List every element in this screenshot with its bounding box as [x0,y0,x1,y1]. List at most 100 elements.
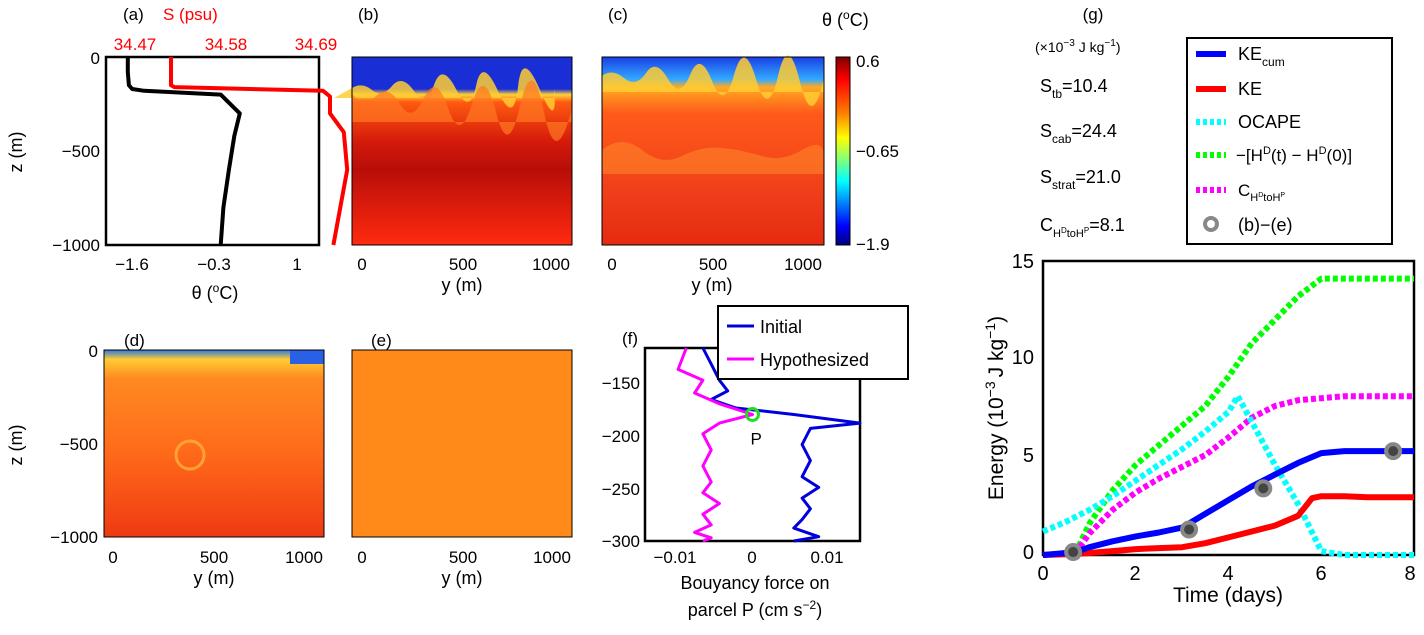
panel-d-ylabel: z (m) [6,425,26,466]
panel-b-frame [351,56,573,246]
colorbar-tick-label: 0.6 [856,52,880,71]
snapshot-marker [1064,543,1083,562]
panel-d-temperature-field [104,350,324,537]
panel-g-ytick-labels: 0 5 10 15 [1012,251,1034,564]
c-line [1042,393,1414,558]
panel-f-legend: Initial Hypothesized [717,305,909,380]
snapshot-marker [1384,442,1403,461]
parcel-p-marker [745,406,760,422]
stat-s-strat: Sstrat=21.0 [1040,167,1121,192]
xtick-label: 500 [449,548,477,567]
panel-b-eddies [352,80,572,142]
legend-label-hd: −[HD(t) − HD(0)] [1236,145,1352,165]
ytick-label: 5 [1023,445,1034,467]
colorbar-tick-labels: 0.6 −0.65 −1.9 [856,52,899,254]
legend-label-markers: (b)−(e) [1238,215,1293,235]
panel-g-series [1041,275,1414,558]
legend-label-hypothesized: Hypothesized [760,350,869,370]
xtick-label: 1000 [285,548,323,567]
xtick-label: 2 [1129,563,1140,585]
panel-f-legend-box [717,305,909,380]
panel-b: (b) 0 500 1000 y (m) [334,5,573,295]
panel-g-legend-box [1186,37,1393,245]
panel-e-frame [351,349,573,538]
salinity-tick-label: 34.58 [205,35,248,54]
xtick-label: −1.6 [115,255,149,274]
xtick-label: 0 [1037,563,1048,585]
panel-b-mixing-front [334,68,555,111]
panel-a: (a) S (psu) 34.47 34.58 34.69 0 −500 −10… [6,5,350,303]
salinity-profile-line [169,57,350,246]
ytick-label: −1000 [50,528,98,547]
panel-c-xtick-labels: 0 500 1000 [607,255,822,274]
panel-b-xlabel: y (m) [442,275,483,295]
ytick-label: 0 [89,342,98,361]
panel-f-label: (f) [622,329,638,348]
panel-d-frame [103,349,325,538]
panel-d: (d) 0 −500 −1000 0 500 1000 y (m) z (m) [6,331,325,588]
colorbar-title: θ (oC) [822,8,869,30]
panel-b-label: (b) [358,5,379,24]
ytick-label: −150 [602,374,640,393]
panel-f-frame [643,346,862,543]
panel-f-ytick-labels: −150 −200 −250 −300 [602,374,640,551]
xtick-label: 500 [699,255,727,274]
xtick-label: −0.3 [197,255,231,274]
panel-c-eddies [602,142,824,174]
colorbar-gradient [835,56,851,246]
ytick-label: −1000 [52,236,100,255]
panel-e-xlabel: y (m) [442,568,483,588]
stat-c-hd-to-hp: CHDtoHP=8.1 [1040,215,1125,240]
panel-e-label: (e) [371,331,392,350]
panel-e: (e) 0 500 1000 y (m) [351,331,573,588]
ytick-label: −500 [60,435,98,454]
panel-a-ylabel: z (m) [6,132,26,173]
legend-label-c: CHDtoHP [1238,181,1285,204]
parcel-p-label: P [751,429,762,448]
panel-g-legend: KEcum KE OCAPE −[HD(t) − HD(0)] CHDtoHP … [1186,37,1393,245]
panel-f: (f) P −150 −200 −250 −300 −0.01 0 0.01 B… [602,305,909,620]
panel-d-xlabel: y (m) [194,568,235,588]
salinity-tick-label: 34.69 [295,35,338,54]
panel-g-xlabel: Time (days) [1173,584,1283,607]
panel-a-ytick-labels: 0 −500 −1000 [52,49,100,255]
panel-g-label: (g) [1083,5,1104,24]
ytick-label: −200 [602,427,640,446]
panel-d-label: (d) [124,331,145,350]
panel-g-units: (×10−3 J kg−1) [1035,38,1120,55]
ke-line [1042,493,1414,558]
snapshot-marker [1180,520,1199,539]
panel-a-xtick-labels: −1.6 −0.3 1 [115,255,302,274]
panel-c: (c) 0 500 1000 y (m) [601,5,825,295]
xtick-label: 8 [1404,563,1415,585]
hd-line [1042,275,1414,558]
colorbar: θ (oC) 0.6 −0.65 −1.9 [822,8,899,254]
xtick-label: 0 [747,548,756,567]
ytick-label: 0 [91,49,100,68]
panel-c-xlabel: y (m) [692,275,733,295]
panel-g-xtick-labels: 0 2 4 6 8 [1037,563,1415,585]
initial-buoyancy-line [701,347,862,543]
snapshot-marker [1254,479,1273,498]
panel-g-ylabel: Energy (10−3J kg−1) [982,316,1008,500]
panel-e-temperature-field [352,350,572,537]
ytick-label: −300 [602,532,640,551]
panel-a-xlabel: θ (oC) [192,281,239,303]
panel-b-xtick-labels: 0 500 1000 [357,255,570,274]
salinity-axis-title: S (psu) [163,5,218,24]
legend-label-initial: Initial [760,317,802,337]
hypothesized-buoyancy-line [676,347,754,543]
ke-cum-line [1042,448,1414,558]
xtick-label: 1000 [784,255,822,274]
panel-g: (g) (×10−3 J kg−1) Stb=10.4 Scab=24.4 Ss… [982,5,1416,607]
panel-d-ytick-labels: 0 −500 −1000 [50,342,98,547]
legend-label-ke-cum: KEcum [1238,44,1285,69]
ytick-label: −250 [602,480,640,499]
xtick-label: 1000 [533,548,571,567]
legend-label-ke: KE [1238,79,1262,99]
panel-a-frame [104,55,321,247]
colorbar-tick-label: −1.9 [856,235,890,254]
panel-d-eddy [174,439,206,471]
ytick-label: 10 [1012,347,1034,369]
